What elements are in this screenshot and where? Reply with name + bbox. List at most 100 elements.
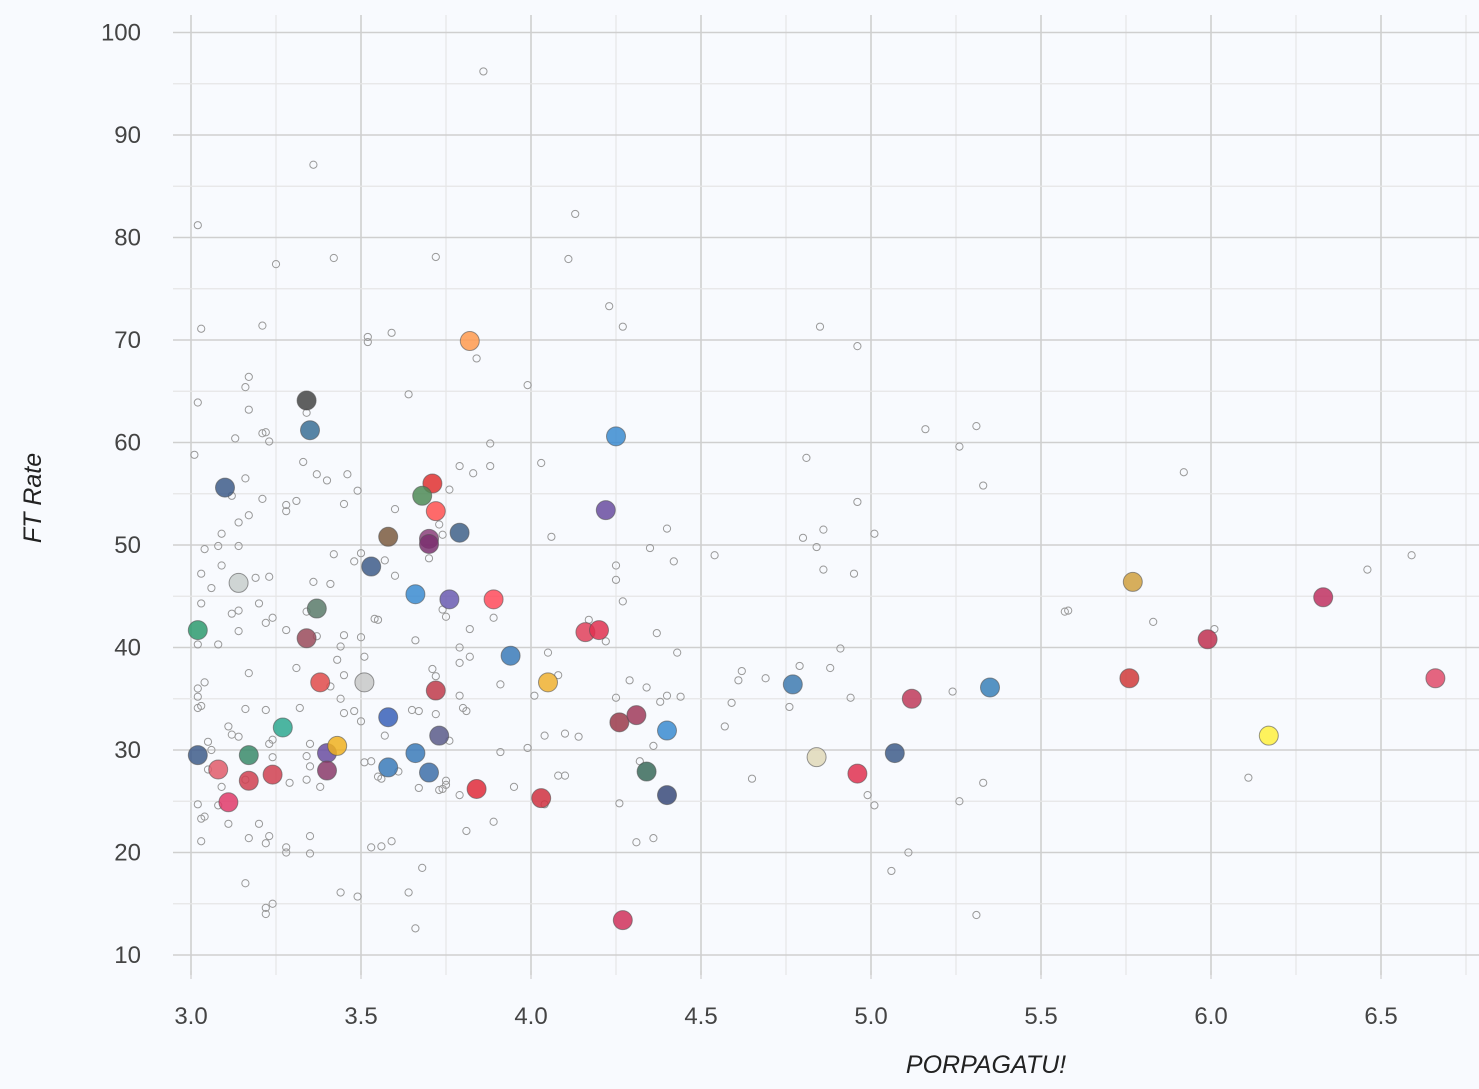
highlighted-point [439,589,460,610]
background-point [486,439,495,448]
background-point [224,722,233,731]
highlighted-point [1122,571,1143,592]
background-point [537,458,546,468]
background-point [200,812,209,821]
background-point [1060,607,1069,616]
y-tick-label: 30 [114,737,141,764]
background-point [972,422,981,431]
background-point [207,583,216,593]
background-point [261,903,270,912]
background-point [193,692,202,701]
background-point [662,524,672,533]
background-point [486,461,495,471]
background-point [819,525,828,534]
highlighted-point [378,757,399,778]
highlighted-point [238,745,259,766]
background-point [261,705,270,715]
background-point [193,703,202,713]
background-point [870,801,879,810]
background-point [373,615,383,624]
background-point [618,322,627,331]
background-point [268,613,277,622]
background-point [479,67,488,76]
background-point [244,511,253,520]
background-point [309,160,318,169]
highlighted-point [657,785,677,806]
highlighted-point [262,764,283,785]
background-point [424,554,434,563]
background-point [747,774,757,783]
highlighted-point [378,707,399,728]
background-point [234,518,243,527]
background-point [543,648,553,657]
x-tick-label: 6.0 [1194,1003,1227,1030]
highlighted-point [238,770,259,791]
highlighted-point [310,672,331,693]
highlighted-point [595,500,616,521]
background-point [193,221,202,230]
background-point [836,644,845,653]
background-point [785,702,794,712]
background-point [302,752,311,761]
background-point [441,776,451,785]
background-point [601,637,610,646]
highlighted-point [419,533,439,554]
background-point [244,834,253,843]
background-point [720,722,729,731]
background-point [244,405,253,414]
background-point [523,381,532,390]
y-tick-label: 60 [114,430,141,457]
background-point [1149,617,1158,626]
background-point [305,832,315,841]
background-point [632,838,641,847]
background-point [350,706,359,716]
background-point [605,302,614,311]
background-point [642,683,651,692]
background-point [414,706,423,716]
background-point [268,753,277,762]
background-point [802,453,811,462]
background-point [673,648,682,657]
background-point [441,780,451,789]
background-point [197,324,206,333]
background-point [217,561,226,570]
background-point [214,640,223,649]
background-point [377,774,386,783]
background-point [815,322,825,331]
background-point [411,636,420,645]
y-tick-label: 70 [114,327,141,354]
background-point [652,629,661,638]
background-point [509,782,519,792]
highlighted-point [1258,725,1279,746]
background-point [972,910,981,920]
background-point [268,899,277,908]
background-point [305,739,315,748]
background-point [727,698,736,707]
background-point [193,800,202,809]
background-point [428,664,437,674]
highlighted-point [589,620,609,641]
background-point [489,817,498,826]
background-point [265,572,274,581]
background-point [282,843,291,852]
y-axis-ticks: 10 20 30 40 50 60 70 80 90 100 [101,20,141,970]
y-tick-label: 100 [101,20,141,47]
highlighted-point [425,680,446,701]
background-point [316,782,325,792]
highlighted-point [208,759,229,780]
highlighted-point [306,598,327,619]
background-point [853,497,862,507]
background-point [649,834,658,843]
background-point [438,530,447,539]
background-point [305,849,315,858]
background-point [489,613,498,622]
background-point [554,771,563,780]
highlighted-point [300,420,320,441]
background-point [370,614,379,623]
x-tick-label: 5.0 [854,1003,887,1030]
background-point [241,879,250,888]
highlighted-point [405,743,426,764]
background-point [431,672,440,681]
highlighted-points [187,331,1446,931]
highlighted-point [466,778,487,799]
